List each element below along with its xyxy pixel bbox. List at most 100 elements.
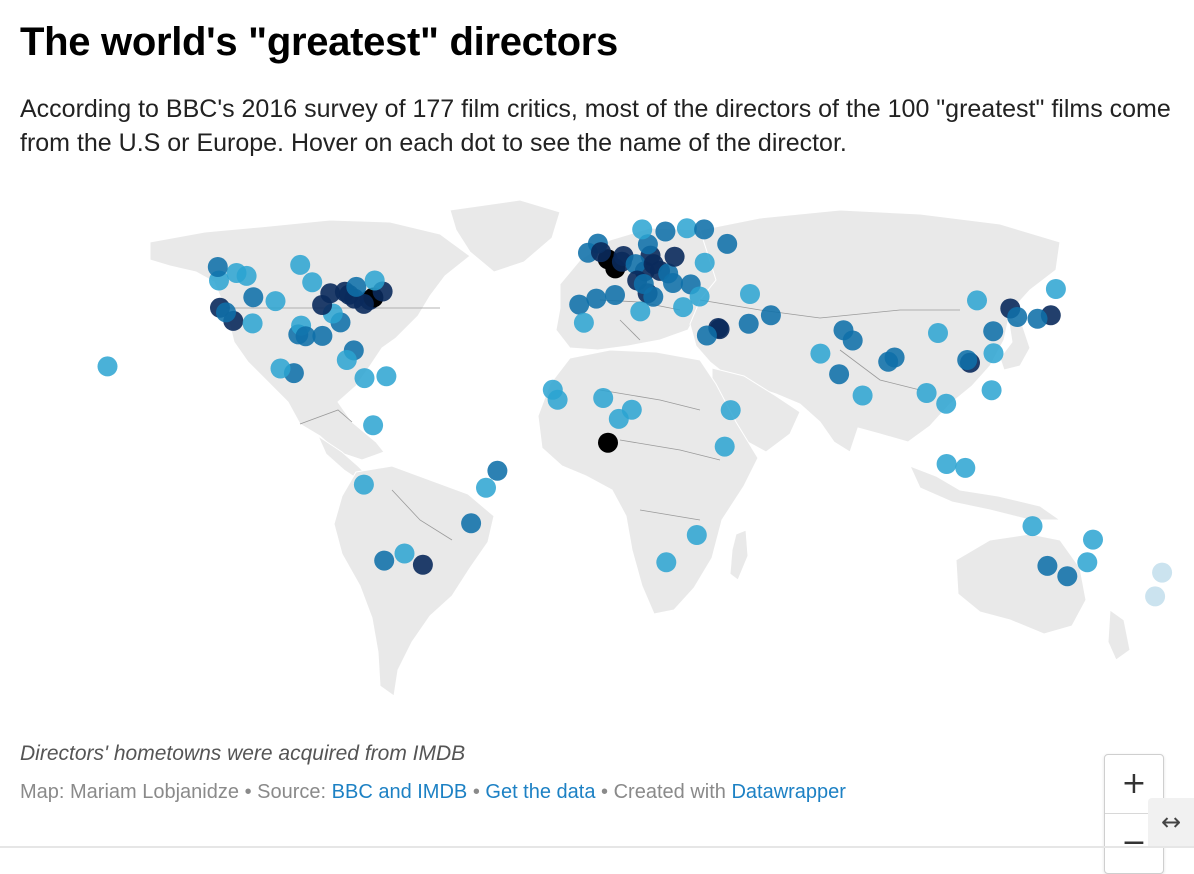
- director-dot[interactable]: [1152, 562, 1173, 583]
- director-dot[interactable]: [302, 272, 323, 293]
- director-dot[interactable]: [663, 273, 683, 293]
- source-link[interactable]: BBC and IMDB: [331, 781, 468, 803]
- director-dot[interactable]: [243, 287, 264, 308]
- director-dot[interactable]: [1077, 552, 1098, 573]
- director-dot[interactable]: [376, 366, 397, 387]
- director-dot[interactable]: [664, 246, 685, 267]
- director-dot[interactable]: [487, 460, 508, 481]
- land-layer: [149, 199, 1131, 697]
- director-dot[interactable]: [394, 543, 415, 564]
- director-dot[interactable]: [810, 343, 831, 364]
- director-dot[interactable]: [957, 350, 978, 370]
- director-dot[interactable]: [547, 389, 568, 410]
- director-dot[interactable]: [632, 219, 653, 240]
- director-dot[interactable]: [1083, 529, 1103, 550]
- get-data-link[interactable]: Get the data: [485, 781, 596, 803]
- director-dot[interactable]: [714, 436, 735, 457]
- director-dot[interactable]: [689, 286, 710, 307]
- dots-layer[interactable]: [97, 218, 1173, 607]
- director-dot[interactable]: [354, 368, 375, 389]
- director-dot[interactable]: [593, 388, 614, 408]
- director-dot[interactable]: [676, 218, 697, 239]
- director-dot[interactable]: [242, 313, 263, 334]
- director-dot[interactable]: [981, 380, 1002, 401]
- director-dot[interactable]: [740, 284, 760, 304]
- director-dot[interactable]: [591, 242, 611, 263]
- director-dot[interactable]: [412, 554, 433, 575]
- director-dot[interactable]: [760, 305, 781, 326]
- director-dot[interactable]: [625, 254, 646, 275]
- director-dot[interactable]: [720, 400, 741, 421]
- director-dot[interactable]: [363, 415, 384, 436]
- director-dot[interactable]: [605, 285, 625, 305]
- director-dot[interactable]: [967, 290, 987, 311]
- director-dot[interactable]: [1007, 307, 1028, 327]
- director-dot[interactable]: [1022, 516, 1043, 537]
- director-dot[interactable]: [265, 291, 286, 312]
- director-dot[interactable]: [586, 288, 607, 309]
- director-dot[interactable]: [884, 347, 905, 368]
- world-map-canvas[interactable]: [0, 190, 1194, 710]
- director-dot[interactable]: [353, 293, 374, 314]
- map-notes: Directors' hometowns were acquired from …: [20, 742, 466, 765]
- director-dot[interactable]: [655, 221, 676, 242]
- director-dot[interactable]: [916, 383, 937, 403]
- director-dot[interactable]: [1057, 566, 1078, 587]
- director-dot[interactable]: [936, 393, 957, 414]
- director-dot[interactable]: [216, 302, 236, 323]
- director-dot[interactable]: [374, 550, 395, 571]
- director-dot[interactable]: [290, 254, 311, 275]
- director-dot[interactable]: [312, 325, 333, 346]
- director-dot[interactable]: [696, 325, 717, 346]
- director-dot[interactable]: [1037, 555, 1058, 576]
- director-dot[interactable]: [364, 270, 385, 291]
- director-dot[interactable]: [983, 321, 1004, 342]
- source-prefix: Source:: [257, 781, 327, 803]
- director-dot[interactable]: [346, 276, 367, 297]
- director-dot[interactable]: [312, 295, 333, 315]
- director-dot[interactable]: [295, 326, 316, 347]
- director-dot[interactable]: [598, 432, 618, 453]
- land-japan: [999, 315, 1031, 371]
- director-dot[interactable]: [673, 297, 694, 318]
- director-dot[interactable]: [1145, 586, 1166, 607]
- datawrapper-link[interactable]: Datawrapper: [731, 781, 846, 803]
- land-new-zealand: [1107, 609, 1131, 661]
- director-dot[interactable]: [476, 477, 496, 498]
- expand-icon[interactable]: ↔: [1148, 798, 1194, 846]
- director-dot[interactable]: [270, 358, 291, 379]
- director-dot[interactable]: [852, 385, 873, 406]
- director-dot[interactable]: [1027, 308, 1048, 329]
- world-map[interactable]: + −: [0, 190, 1194, 874]
- director-dot[interactable]: [694, 252, 715, 273]
- separator-3: •: [601, 781, 609, 803]
- director-dot[interactable]: [461, 513, 482, 534]
- director-dot[interactable]: [694, 219, 715, 240]
- director-dot[interactable]: [569, 294, 590, 315]
- director-dot[interactable]: [833, 320, 854, 341]
- director-dot[interactable]: [236, 265, 257, 286]
- director-dot[interactable]: [630, 301, 651, 322]
- director-dot[interactable]: [656, 552, 677, 573]
- director-dot[interactable]: [643, 254, 664, 275]
- director-dot[interactable]: [621, 399, 642, 420]
- director-dot[interactable]: [573, 312, 594, 333]
- director-dot[interactable]: [97, 356, 118, 377]
- director-dot[interactable]: [353, 474, 374, 495]
- director-dot[interactable]: [928, 323, 948, 343]
- director-dot[interactable]: [738, 313, 759, 334]
- zoom-in-button[interactable]: +: [1105, 755, 1163, 814]
- director-dot[interactable]: [829, 364, 850, 385]
- director-dot[interactable]: [936, 454, 957, 474]
- director-dot[interactable]: [643, 286, 664, 307]
- director-dot[interactable]: [983, 343, 1004, 364]
- separator-2: •: [472, 781, 480, 803]
- director-dot[interactable]: [1045, 279, 1066, 299]
- land-africa: [537, 349, 759, 615]
- land-greenland: [449, 199, 561, 273]
- director-dot[interactable]: [207, 257, 228, 277]
- director-dot[interactable]: [336, 350, 357, 370]
- director-dot[interactable]: [717, 233, 738, 254]
- director-dot[interactable]: [955, 457, 976, 478]
- director-dot[interactable]: [686, 525, 707, 545]
